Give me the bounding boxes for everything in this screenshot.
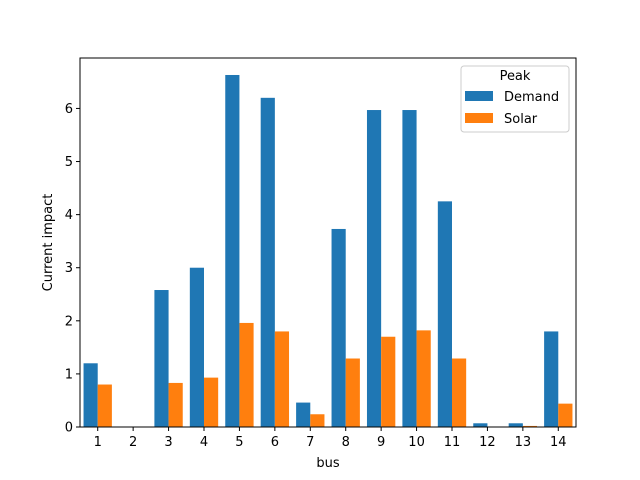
bar-demand-7 <box>296 402 311 427</box>
y-tick-label: 0 <box>65 421 73 436</box>
bar-demand-4 <box>189 267 204 427</box>
y-axis-ticks: 0 1 2 3 4 5 6 <box>65 102 80 436</box>
y-tick-label: 4 <box>65 208 73 223</box>
y-tick-label: 6 <box>65 102 73 117</box>
bar-demand-12 <box>473 423 488 427</box>
bar-solar-7 <box>310 414 325 427</box>
bar-solar-13 <box>522 425 538 427</box>
y-tick-label: 1 <box>65 367 73 382</box>
x-axis-ticks: 1 2 3 4 5 6 7 8 9 10 11 12 13 14 <box>94 427 567 450</box>
bar-solar-9 <box>381 336 396 427</box>
x-tick-label: 12 <box>479 435 496 450</box>
x-axis-label: bus <box>316 456 339 471</box>
legend: Peak Demand Solar <box>460 65 570 133</box>
x-tick-label: 6 <box>271 435 279 450</box>
x-tick-label: 2 <box>129 435 137 450</box>
x-tick-label: 8 <box>342 435 350 450</box>
y-tick-label: 5 <box>65 155 73 170</box>
bar-solar-10 <box>416 330 431 427</box>
bar-solar-3 <box>168 382 183 427</box>
y-tick-label: 3 <box>65 261 73 276</box>
bar-demand-5 <box>225 74 240 427</box>
bar-solar-4 <box>204 377 219 427</box>
bar-demand-14 <box>544 331 559 427</box>
y-axis-label: Current impact <box>41 194 56 292</box>
bar-solar-1 <box>97 384 112 427</box>
legend-swatch-demand <box>465 91 493 101</box>
bar-demand-1 <box>83 363 98 427</box>
bar-solar-11 <box>452 358 467 427</box>
bar-demand-8 <box>331 228 346 427</box>
x-tick-label: 4 <box>200 435 208 450</box>
bar-demand-9 <box>366 110 382 428</box>
plot-frame <box>79 57 577 428</box>
bars-group <box>83 74 573 428</box>
bar-demand-10 <box>402 110 417 428</box>
legend-label-solar: Solar <box>504 112 538 127</box>
x-tick-label: 5 <box>235 435 243 450</box>
x-tick-label: 9 <box>377 435 385 450</box>
x-tick-label: 11 <box>444 435 461 450</box>
bar-solar-6 <box>274 331 290 427</box>
bar-demand-13 <box>508 423 523 427</box>
x-tick-label: 1 <box>94 435 102 450</box>
legend-label-demand: Demand <box>504 90 559 105</box>
bar-solar-5 <box>239 322 254 427</box>
legend-swatch-solar <box>465 113 493 123</box>
x-tick-label: 7 <box>306 435 314 450</box>
legend-title: Peak <box>500 69 531 84</box>
bar-demand-11 <box>437 201 452 427</box>
x-tick-label: 3 <box>164 435 172 450</box>
y-tick-label: 2 <box>65 314 73 329</box>
bar-solar-8 <box>345 358 360 427</box>
bar-demand-3 <box>154 290 169 427</box>
x-tick-label: 13 <box>515 435 532 450</box>
x-tick-label: 14 <box>550 435 567 450</box>
bar-demand-6 <box>260 97 275 428</box>
bar-solar-14 <box>558 403 573 427</box>
x-tick-label: 10 <box>408 435 425 450</box>
